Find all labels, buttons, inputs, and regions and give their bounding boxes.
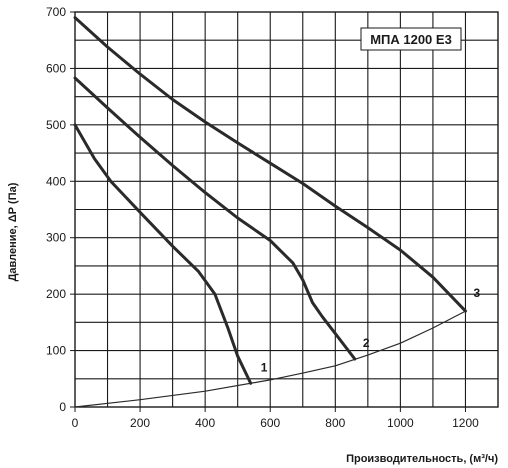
series-line-2 (73, 76, 357, 361)
y-tick-label: 100 (46, 344, 66, 358)
chart-title: МПА 1200 Е3 (370, 32, 452, 47)
series-line-1 (73, 123, 253, 385)
system-resistance-line (74, 310, 467, 408)
y-tick-label: 200 (46, 287, 66, 301)
y-axis-label: Давление, ΔР (Па) (7, 182, 19, 281)
tick-labels: 0 200 400 600 800 1000 1200 0 100 200 300 400 500 600… (46, 5, 479, 430)
y-tick-label: 400 (46, 174, 66, 188)
curve-labels: 1 2 3 (261, 286, 481, 374)
x-tick-label: 800 (325, 416, 345, 430)
x-tick-label: 0 (72, 416, 79, 430)
y-tick-label: 300 (46, 231, 66, 245)
x-tick-label: 400 (195, 416, 215, 430)
series-label-1: 1 (261, 360, 268, 374)
x-tick-label: 1000 (387, 416, 414, 430)
x-tick-label: 1200 (452, 416, 479, 430)
series-line-3 (73, 16, 467, 313)
series-label-2: 2 (363, 336, 370, 350)
x-tick-label: 200 (130, 416, 150, 430)
plot-frame (74, 11, 499, 408)
y-tick-label: 700 (46, 5, 66, 19)
y-tick-label: 500 (46, 118, 66, 132)
y-tick-label: 0 (59, 400, 66, 414)
x-axis-label: Производительность, (м³/ч) (346, 453, 498, 465)
y-tick-label: 600 (46, 61, 66, 75)
grid (75, 12, 498, 407)
series-label-3: 3 (473, 286, 480, 300)
axes (70, 11, 499, 412)
chart-title-box: МПА 1200 Е3 (360, 27, 462, 51)
series-group (73, 16, 467, 408)
x-tick-label: 600 (260, 416, 280, 430)
